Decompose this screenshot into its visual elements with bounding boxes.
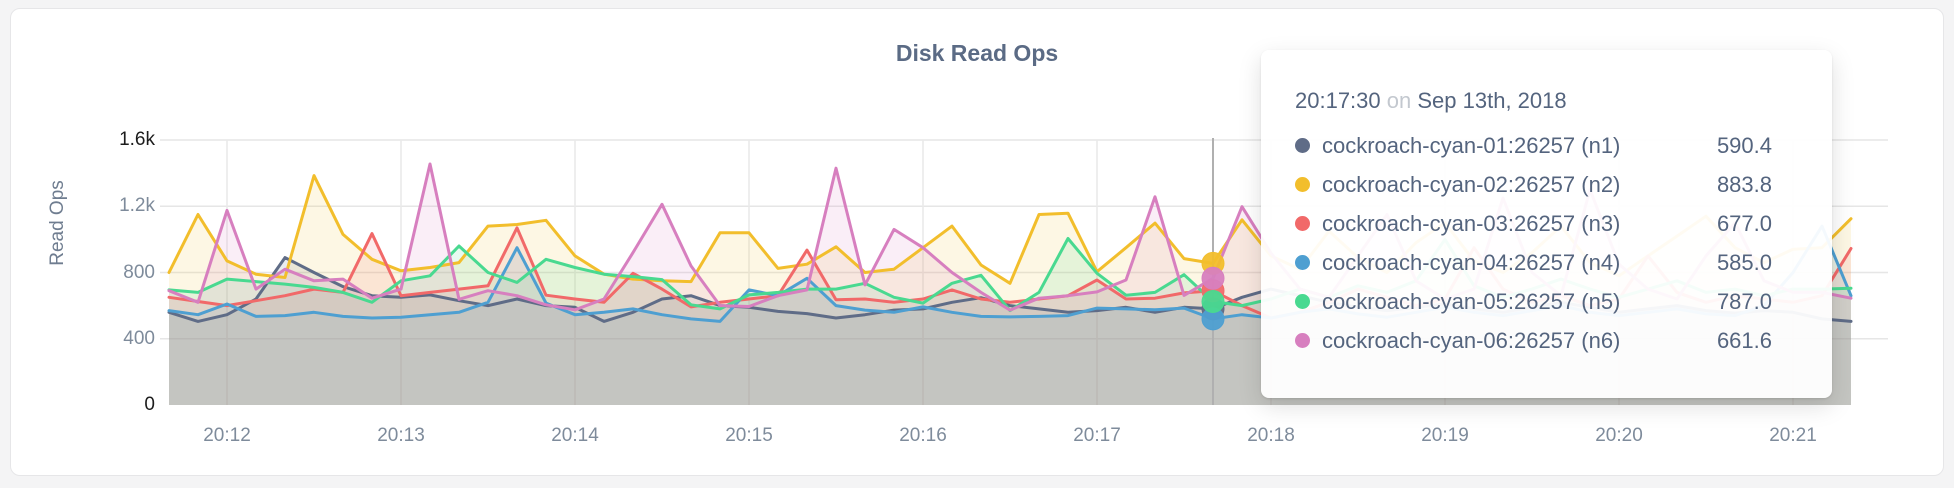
- hover-tooltip: 20:17:30 on Sep 13th, 2018 cockroach-cya…: [1261, 50, 1832, 398]
- x-tick-label: 20:16: [899, 425, 947, 446]
- tooltip-on-word: on: [1386, 88, 1412, 113]
- chart-title: Disk Read Ops: [895, 40, 1059, 66]
- x-tick-label: 20:21: [1769, 425, 1817, 446]
- series-value: 677.0: [1716, 210, 1772, 236]
- x-tick-label: 20:20: [1595, 425, 1643, 446]
- tooltip-header: 20:17:30 on Sep 13th, 2018: [1295, 86, 1772, 116]
- y-tick-label: 800: [123, 261, 155, 283]
- x-tick-label: 20:15: [725, 425, 773, 446]
- tooltip-series-row: cockroach-cyan-03:26257 (n3) 677.0: [1295, 204, 1772, 243]
- series-color-dot: [1295, 177, 1310, 192]
- tooltip-series-row: cockroach-cyan-01:26257 (n1) 590.4: [1295, 126, 1772, 165]
- tooltip-date: Sep 13th, 2018: [1417, 88, 1567, 113]
- series-color-dot: [1295, 255, 1310, 270]
- x-tick-label: 20:12: [203, 425, 251, 446]
- hover-point[interactable]: [1201, 290, 1225, 313]
- series-value: 661.6: [1716, 327, 1772, 353]
- x-tick-label: 20:19: [1421, 425, 1469, 446]
- series-color-dot: [1295, 333, 1310, 348]
- series-name: cockroach-cyan-04:26257 (n4): [1322, 249, 1621, 275]
- series-color-dot: [1295, 294, 1310, 309]
- series-name: cockroach-cyan-05:26257 (n5): [1322, 288, 1621, 314]
- series-value: 787.0: [1716, 288, 1772, 314]
- series-name: cockroach-cyan-01:26257 (n1): [1322, 132, 1621, 158]
- y-tick-label: 400: [123, 327, 155, 349]
- series-name: cockroach-cyan-02:26257 (n2): [1322, 171, 1621, 197]
- tooltip-series-row: cockroach-cyan-05:26257 (n5) 787.0: [1295, 282, 1772, 321]
- y-tick-label: 1.2k: [119, 195, 155, 217]
- x-tick-label: 20:18: [1247, 425, 1295, 446]
- tooltip-series-row: cockroach-cyan-02:26257 (n2) 883.8: [1295, 165, 1772, 204]
- hover-point[interactable]: [1201, 266, 1225, 290]
- x-tick-label: 20:14: [551, 425, 599, 446]
- tooltip-series-row: cockroach-cyan-04:26257 (n4) 585.0: [1295, 243, 1772, 282]
- y-tick-label: 1.6k: [119, 129, 155, 150]
- series-color-dot: [1295, 138, 1310, 153]
- x-tick-label: 20:17: [1073, 425, 1121, 446]
- series-value: 585.0: [1716, 249, 1772, 275]
- y-tick-label: 0: [144, 394, 155, 415]
- tooltip-time: 20:17:30: [1295, 88, 1381, 113]
- series-color-dot: [1295, 216, 1310, 231]
- tooltip-series-row: cockroach-cyan-06:26257 (n6) 661.6: [1295, 321, 1772, 360]
- series-value: 590.4: [1716, 132, 1772, 158]
- x-tick-label: 20:13: [377, 425, 425, 446]
- series-name: cockroach-cyan-03:26257 (n3): [1322, 210, 1621, 236]
- series-value: 883.8: [1716, 171, 1772, 197]
- series-name: cockroach-cyan-06:26257 (n6): [1322, 327, 1621, 353]
